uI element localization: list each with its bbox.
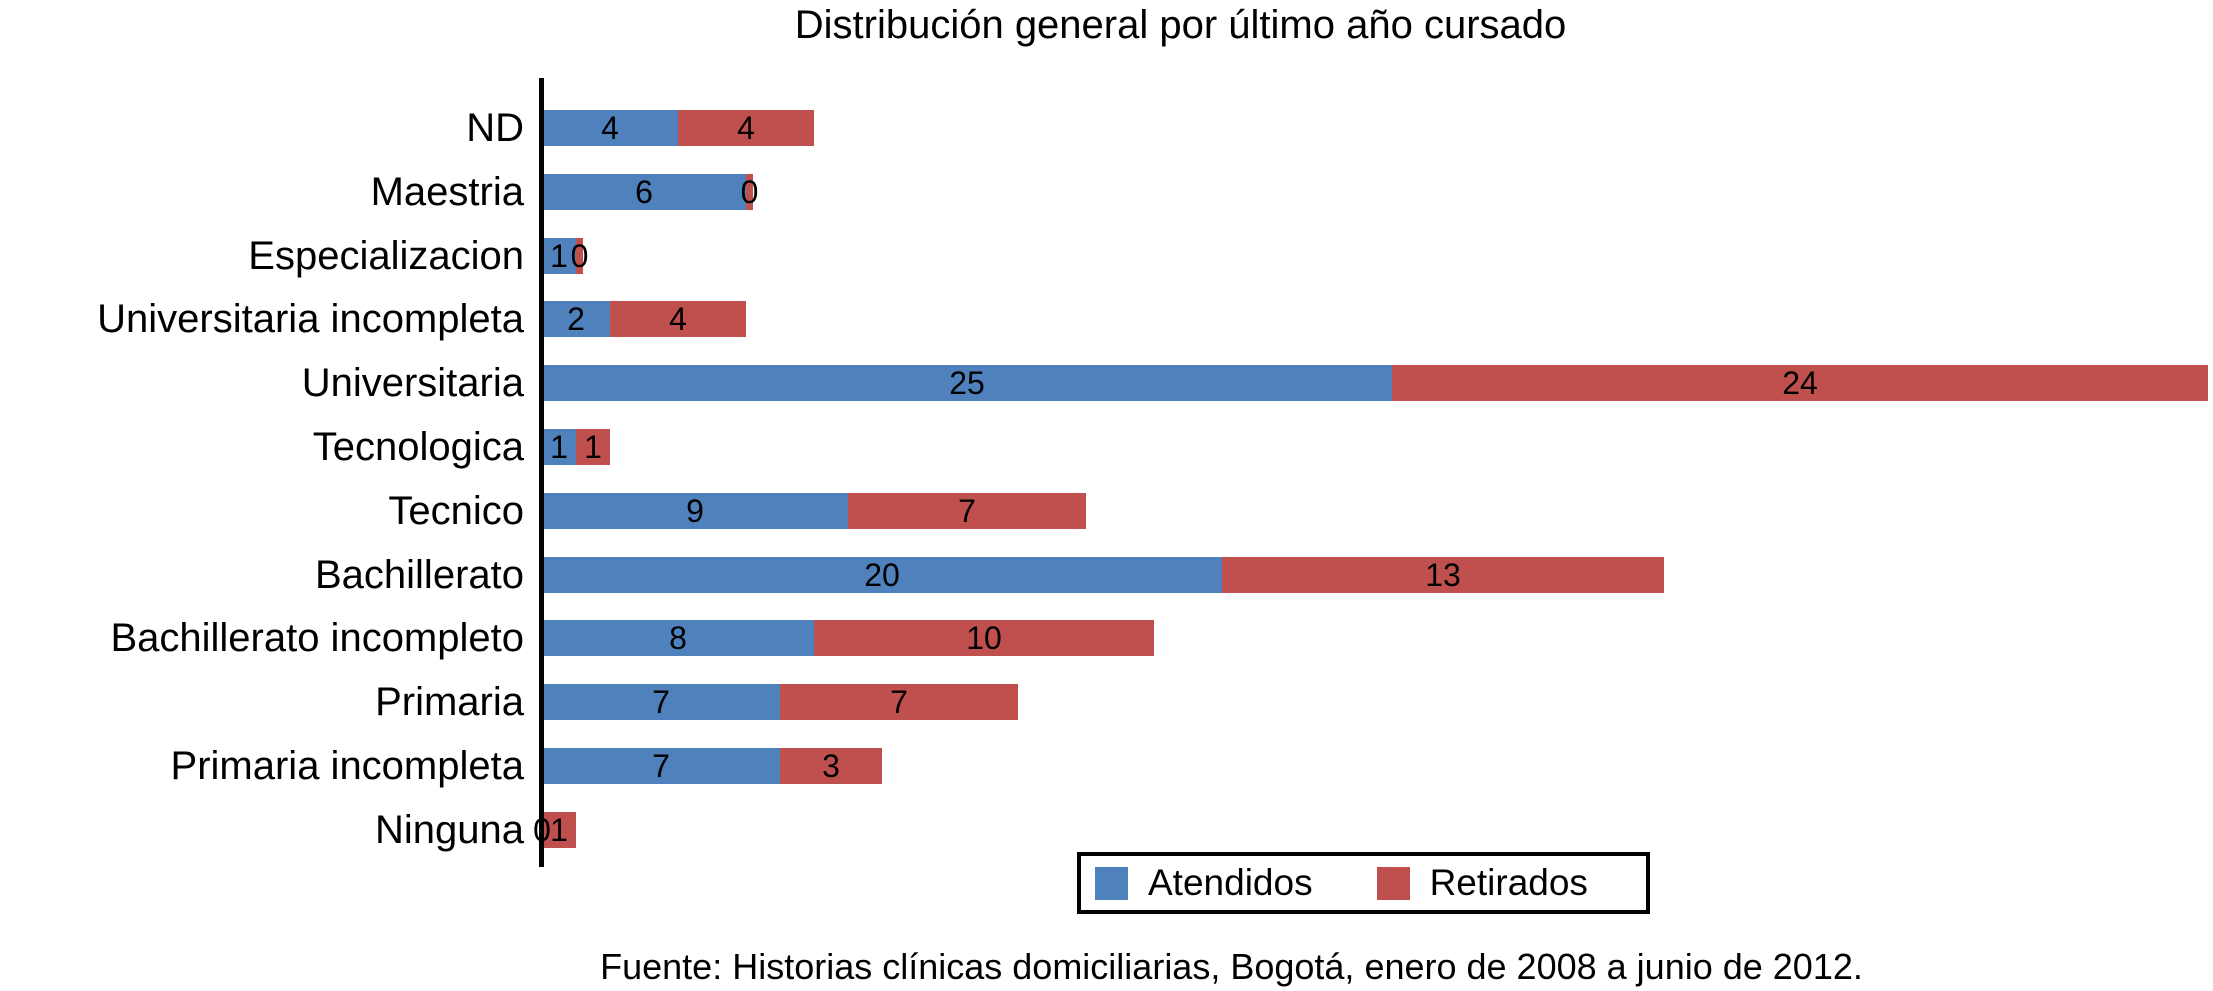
- bar-value-label: 7: [890, 684, 908, 721]
- chart-title: Distribución general por último año curs…: [794, 3, 1567, 47]
- bar-segment-atendidos: [542, 301, 610, 338]
- bar-segment-atendidos: [542, 173, 746, 210]
- bar-value-label: 20: [864, 556, 900, 593]
- bar-value-label: 0: [533, 811, 551, 848]
- bar-segment-retirados: [780, 684, 1018, 721]
- bar-value-label: 4: [601, 110, 619, 146]
- category-label: Primaria incompleta: [170, 744, 524, 788]
- bar-segment-retirados: [814, 620, 1154, 657]
- category-label: Bachillerato incompleto: [110, 616, 524, 661]
- bar-segment-retirados: [576, 237, 583, 274]
- source-caption: Fuente: Historias clínicas domiciliarias…: [600, 946, 1863, 987]
- bar-value-label: 8: [669, 620, 687, 657]
- category-label: Universitaria incompleta: [97, 297, 524, 342]
- bar-segment-retirados: [610, 301, 746, 338]
- y-axis-line: [539, 78, 544, 867]
- legend: Atendidos Retirados: [1077, 852, 1650, 914]
- bar-segment-retirados: [848, 492, 1086, 529]
- bar-value-label: 24: [1782, 365, 1818, 402]
- bar-value-label: 1: [584, 429, 602, 465]
- bar-segment-atendidos: [542, 110, 678, 146]
- bar-value-label: 2: [567, 301, 585, 338]
- category-label: Bachillerato: [314, 552, 524, 597]
- bar-segment-atendidos: [542, 429, 576, 465]
- category-label: ND: [466, 106, 524, 150]
- bar-value-label: 4: [669, 301, 687, 338]
- bar-segment-retirados: [678, 110, 814, 146]
- bar-value-label: 13: [1425, 556, 1461, 593]
- bar-segment-retirados: [542, 811, 576, 848]
- bar-segment-retirados: [576, 429, 610, 465]
- category-label: Ninguna: [374, 807, 524, 852]
- bar-value-label: 9: [686, 492, 704, 529]
- bar-segment-retirados: [780, 748, 882, 784]
- bar-segment-retirados: [746, 173, 753, 210]
- bar-value-label: 7: [958, 492, 976, 529]
- legend-label-atendidos: Atendidos: [1148, 862, 1313, 903]
- bar-segment-retirados: [1222, 556, 1664, 593]
- legend-swatch-atendidos: [1095, 866, 1128, 900]
- bar-value-label: 1: [550, 429, 568, 465]
- bar-segment-atendidos: [542, 237, 576, 274]
- bar-value-label: 0: [740, 173, 759, 210]
- bar-value-label: 25: [949, 365, 985, 402]
- bar-value-label: 3: [822, 748, 840, 784]
- bar-segment-retirados: [1392, 365, 2208, 402]
- bar-value-label: 1: [550, 811, 568, 848]
- bar-segment-atendidos: [542, 492, 848, 529]
- category-label: Especializacion: [248, 233, 524, 278]
- bar-value-label: 0: [570, 237, 589, 274]
- bar-value-label: 1: [550, 237, 568, 274]
- legend-swatch-retirados: [1376, 866, 1410, 900]
- category-label: Maestria: [370, 169, 524, 214]
- category-label: Tecnico: [388, 488, 524, 533]
- bar-value-label: 10: [966, 620, 1002, 657]
- category-label: Tecnologica: [312, 425, 524, 469]
- bar-segment-atendidos: [542, 748, 780, 784]
- category-label: Universitaria: [301, 361, 524, 406]
- category-label: Primaria: [375, 680, 524, 725]
- bar-value-label: 7: [652, 684, 670, 721]
- bar-value-label: 6: [635, 173, 653, 210]
- bar-segment-atendidos: [542, 556, 1222, 593]
- bar-segment-atendidos: [542, 365, 1392, 402]
- bar-segment-atendidos: [542, 620, 814, 657]
- bar-value-label: 7: [652, 748, 670, 784]
- bar-value-label: 4: [737, 110, 755, 146]
- bar-segment-atendidos: [542, 684, 780, 721]
- legend-label-retirados: Retirados: [1429, 862, 1588, 903]
